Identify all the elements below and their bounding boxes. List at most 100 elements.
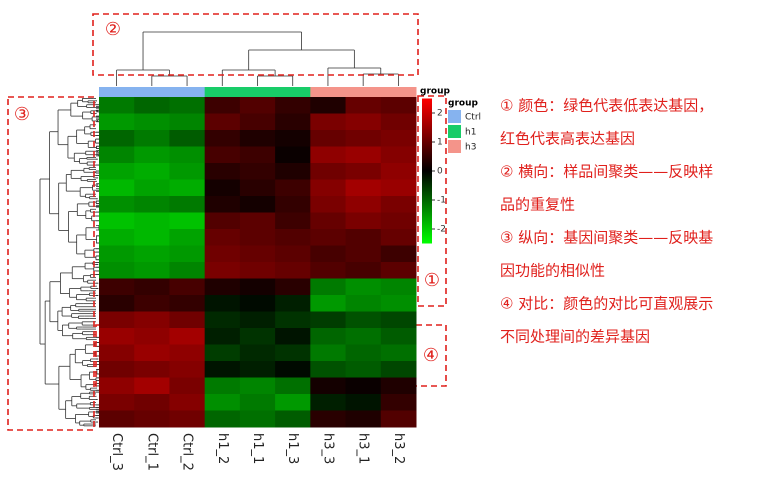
- group-bar: [380, 87, 417, 97]
- heatmap-cell: [134, 361, 170, 378]
- marker: ①: [424, 270, 440, 291]
- heatmap-cell: [99, 344, 135, 362]
- heatmap-cell: [380, 245, 417, 263]
- column-label: h3_1: [356, 433, 371, 464]
- heatmap-cell: [310, 212, 347, 230]
- legend-label: Ctrl: [465, 113, 481, 123]
- heatmap-cell: [169, 344, 206, 362]
- heatmap-cell: [380, 394, 417, 411]
- heatmap-cell: [169, 229, 206, 246]
- note-line: 不同处理间的差异基因: [500, 328, 650, 346]
- heatmap-cell: [169, 113, 206, 131]
- heatmap-cell: [345, 212, 382, 230]
- heatmap-cell: [134, 311, 170, 329]
- column-label: h3_3: [320, 433, 335, 464]
- note-line: ① 颜色：绿色代表低表达基因，: [500, 97, 713, 115]
- heatmap-cell: [169, 245, 206, 263]
- heatmap-cell: [380, 229, 417, 246]
- column-label: Ctrl_1: [144, 433, 159, 471]
- heatmap-cell: [310, 97, 347, 114]
- heatmap-cell: [99, 361, 135, 378]
- heatmap-cell: [239, 394, 276, 411]
- heatmap-cell: [204, 377, 241, 395]
- heatmap-cell: [275, 146, 311, 164]
- heatmap-cell: [239, 361, 276, 378]
- legend-swatch: [448, 110, 461, 123]
- color-tick-label: -1: [437, 196, 446, 206]
- heatmap-cell: [310, 377, 347, 395]
- heatmap-cell: [169, 377, 206, 395]
- heatmap-cell: [275, 295, 311, 312]
- group-bar: [99, 87, 135, 97]
- heatmap-cell: [275, 361, 311, 378]
- heatmap-cell: [345, 295, 382, 312]
- heatmap-cell: [239, 130, 276, 147]
- heatmap-cell: [204, 328, 241, 345]
- heatmap-cell: [275, 262, 311, 279]
- heatmap-cell: [169, 130, 206, 147]
- note-line: 红色代表高表达基因: [500, 130, 635, 148]
- heatmap-cell: [134, 146, 170, 164]
- column-label: Ctrl_2: [180, 433, 195, 471]
- heatmap-cell: [275, 394, 311, 411]
- color-tick-label: 0: [437, 167, 443, 177]
- heatmap-cell: [204, 146, 241, 164]
- highlight-box: [417, 95, 447, 307]
- heatmap-cell: [204, 97, 241, 114]
- heatmap-cell: [204, 130, 241, 147]
- group-bar: [204, 87, 241, 97]
- heatmap-cell: [380, 113, 417, 131]
- heatmap-cell: [275, 328, 311, 345]
- heatmap-cell: [380, 196, 417, 213]
- heatmap-cell: [99, 410, 135, 428]
- heatmap-cell: [239, 113, 276, 131]
- heatmap-cell: [169, 410, 206, 428]
- heatmap-cell: [99, 229, 135, 246]
- heatmap-cell: [134, 97, 170, 114]
- group-bar: [275, 87, 311, 97]
- heatmap-cell: [310, 196, 347, 213]
- column-label: h1_2: [215, 433, 230, 464]
- heatmap-cell: [310, 245, 347, 263]
- heatmap-cell: [204, 311, 241, 329]
- note-line: ③ 纵向：基因间聚类——反映基: [500, 229, 713, 247]
- heatmap-cell: [204, 278, 241, 296]
- heatmap-cell: [239, 146, 276, 164]
- heatmap-cell: [380, 377, 417, 395]
- color-tick-label: -2: [437, 225, 446, 235]
- heatmap-cell: [275, 311, 311, 329]
- heatmap-cell: [345, 146, 382, 164]
- heatmap-cell: [134, 179, 170, 197]
- heatmap-cell: [134, 196, 170, 213]
- heatmap-cell: [239, 97, 276, 114]
- highlight-box: [7, 96, 95, 431]
- heatmap-cell: [345, 328, 382, 345]
- heatmap-cell: [275, 212, 311, 230]
- heatmap-cell: [239, 196, 276, 213]
- heatmap-cell: [310, 146, 347, 164]
- legend-title: group: [448, 99, 478, 109]
- heatmap-cell: [169, 97, 206, 114]
- heatmap-cell: [169, 146, 206, 164]
- heatmap-cell: [275, 344, 311, 362]
- heatmap-cell: [99, 295, 135, 312]
- group-bar: [239, 87, 276, 97]
- heatmap-cell: [169, 361, 206, 378]
- heatmap-cell: [99, 328, 135, 345]
- heatmap-cell: [99, 278, 135, 296]
- heatmap-cell: [204, 163, 241, 180]
- heatmap-cell: [345, 130, 382, 147]
- heatmap-cell: [204, 113, 241, 131]
- heatmap-cell: [380, 311, 417, 329]
- heatmap-cell: [275, 278, 311, 296]
- heatmap-cell: [169, 278, 206, 296]
- heatmap-cell: [134, 394, 170, 411]
- heatmap-cell: [310, 295, 347, 312]
- heatmap-cell: [345, 229, 382, 246]
- heatmap-cell: [345, 394, 382, 411]
- heatmap-cell: [99, 212, 135, 230]
- heatmap-cell: [239, 377, 276, 395]
- heatmap-cell: [169, 179, 206, 197]
- heatmap-cell: [380, 278, 417, 296]
- heatmap-cell: [99, 179, 135, 197]
